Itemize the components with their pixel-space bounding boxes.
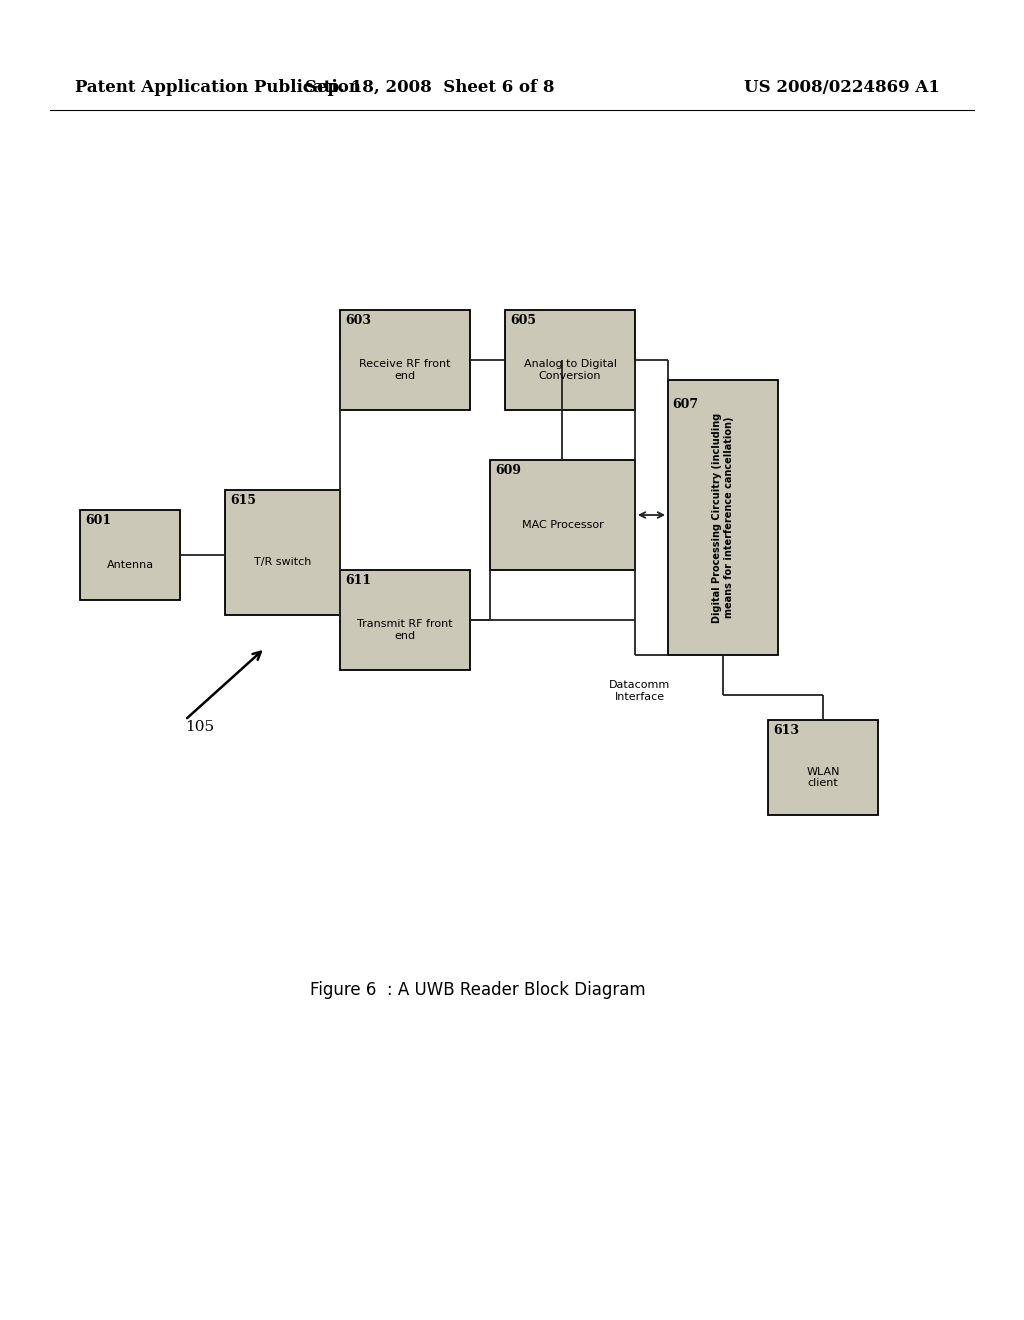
Text: Digital Processing Circuitry (including
means for interference cancellation): Digital Processing Circuitry (including … [713, 412, 734, 623]
Text: 611: 611 [345, 574, 371, 587]
Bar [505, 310, 635, 411]
Text: Datacomm
Interface: Datacomm Interface [609, 680, 671, 702]
Text: MAC Processor: MAC Processor [521, 520, 603, 531]
Text: 603: 603 [345, 314, 371, 327]
Text: Patent Application Publication: Patent Application Publication [75, 79, 360, 96]
Text: 609: 609 [495, 465, 521, 477]
Text: Sep. 18, 2008  Sheet 6 of 8: Sep. 18, 2008 Sheet 6 of 8 [305, 79, 555, 96]
Bar [668, 380, 778, 655]
Bar [490, 459, 635, 570]
Text: Antenna: Antenna [106, 560, 154, 570]
Text: WLAN
client: WLAN client [806, 767, 840, 788]
Text: T/R switch: T/R switch [254, 557, 311, 568]
Bar [768, 719, 878, 814]
Text: Figure 6  : A UWB Reader Block Diagram: Figure 6 : A UWB Reader Block Diagram [310, 981, 645, 999]
Text: 607: 607 [672, 399, 698, 411]
Bar [225, 490, 340, 615]
Text: 105: 105 [185, 719, 214, 734]
Bar [340, 570, 470, 671]
Text: Analog to Digital
Conversion: Analog to Digital Conversion [523, 359, 616, 380]
Text: Receive RF front
end: Receive RF front end [359, 359, 451, 380]
Bar [340, 310, 470, 411]
Bar [80, 510, 180, 601]
Text: 605: 605 [510, 314, 536, 327]
Text: US 2008/0224869 A1: US 2008/0224869 A1 [744, 79, 940, 96]
Text: Transmit RF front
end: Transmit RF front end [357, 619, 453, 640]
Text: 601: 601 [85, 513, 112, 527]
Text: 615: 615 [230, 494, 256, 507]
Text: 613: 613 [773, 723, 799, 737]
